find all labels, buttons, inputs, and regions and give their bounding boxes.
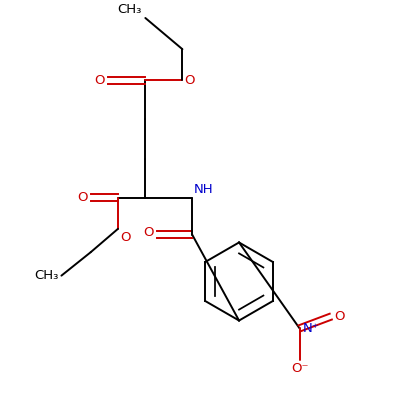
Text: O: O xyxy=(334,310,344,323)
Text: CH₃: CH₃ xyxy=(117,3,142,16)
Text: N⁺: N⁺ xyxy=(303,322,319,335)
Text: O: O xyxy=(95,74,105,87)
Text: O: O xyxy=(77,191,88,204)
Text: O: O xyxy=(184,74,195,87)
Text: O: O xyxy=(120,231,130,244)
Text: CH₃: CH₃ xyxy=(34,269,58,282)
Text: O⁻: O⁻ xyxy=(291,362,308,374)
Text: O: O xyxy=(144,226,154,239)
Text: NH: NH xyxy=(194,183,214,196)
